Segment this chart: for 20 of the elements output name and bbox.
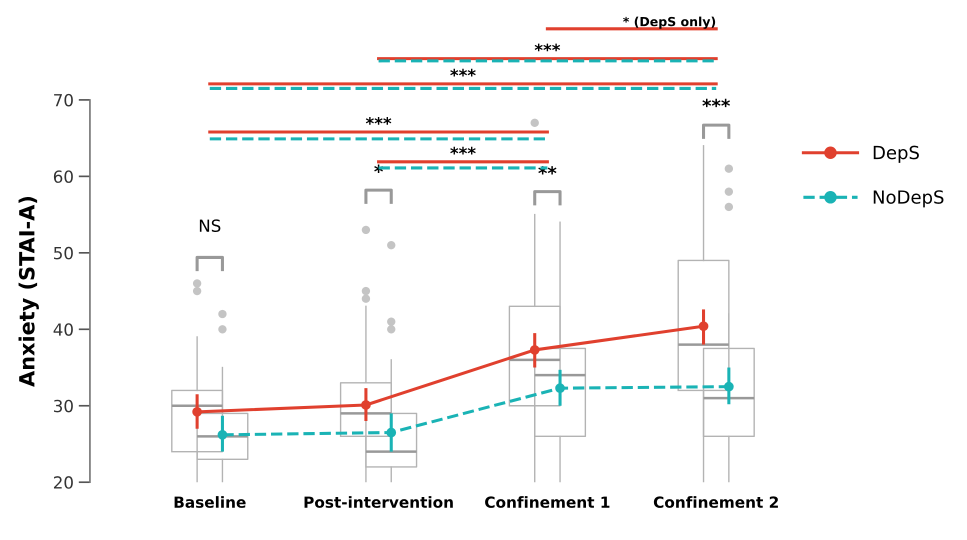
y-tick-label: 20: [54, 476, 73, 489]
y-tick-label: 50: [54, 246, 73, 260]
legend-label: NoDepS: [874, 190, 944, 208]
annotation: NS: [200, 219, 220, 232]
x-tick-label: Post-intervention: [304, 496, 453, 508]
annotation: ***: [366, 116, 392, 125]
y-tick-label: 30: [54, 400, 73, 412]
y-tick-label: 70: [54, 94, 73, 106]
annotation: ***: [702, 98, 730, 108]
annotation: ***: [450, 146, 476, 155]
x-tick-label: Confinement 2: [654, 496, 778, 508]
legend-label: DepS: [874, 146, 919, 163]
text: * (DepS only): [623, 16, 716, 29]
y-tick-label: 40: [54, 323, 73, 336]
y-tick-label: 60: [54, 170, 73, 183]
x-tick-label: Baseline: [174, 496, 246, 508]
x-tick-label: Confinement 1: [485, 496, 610, 508]
text: ***: [534, 44, 560, 52]
text: ***: [450, 68, 476, 77]
y-axis-title: Anxiety (STAI-A): [18, 196, 39, 387]
